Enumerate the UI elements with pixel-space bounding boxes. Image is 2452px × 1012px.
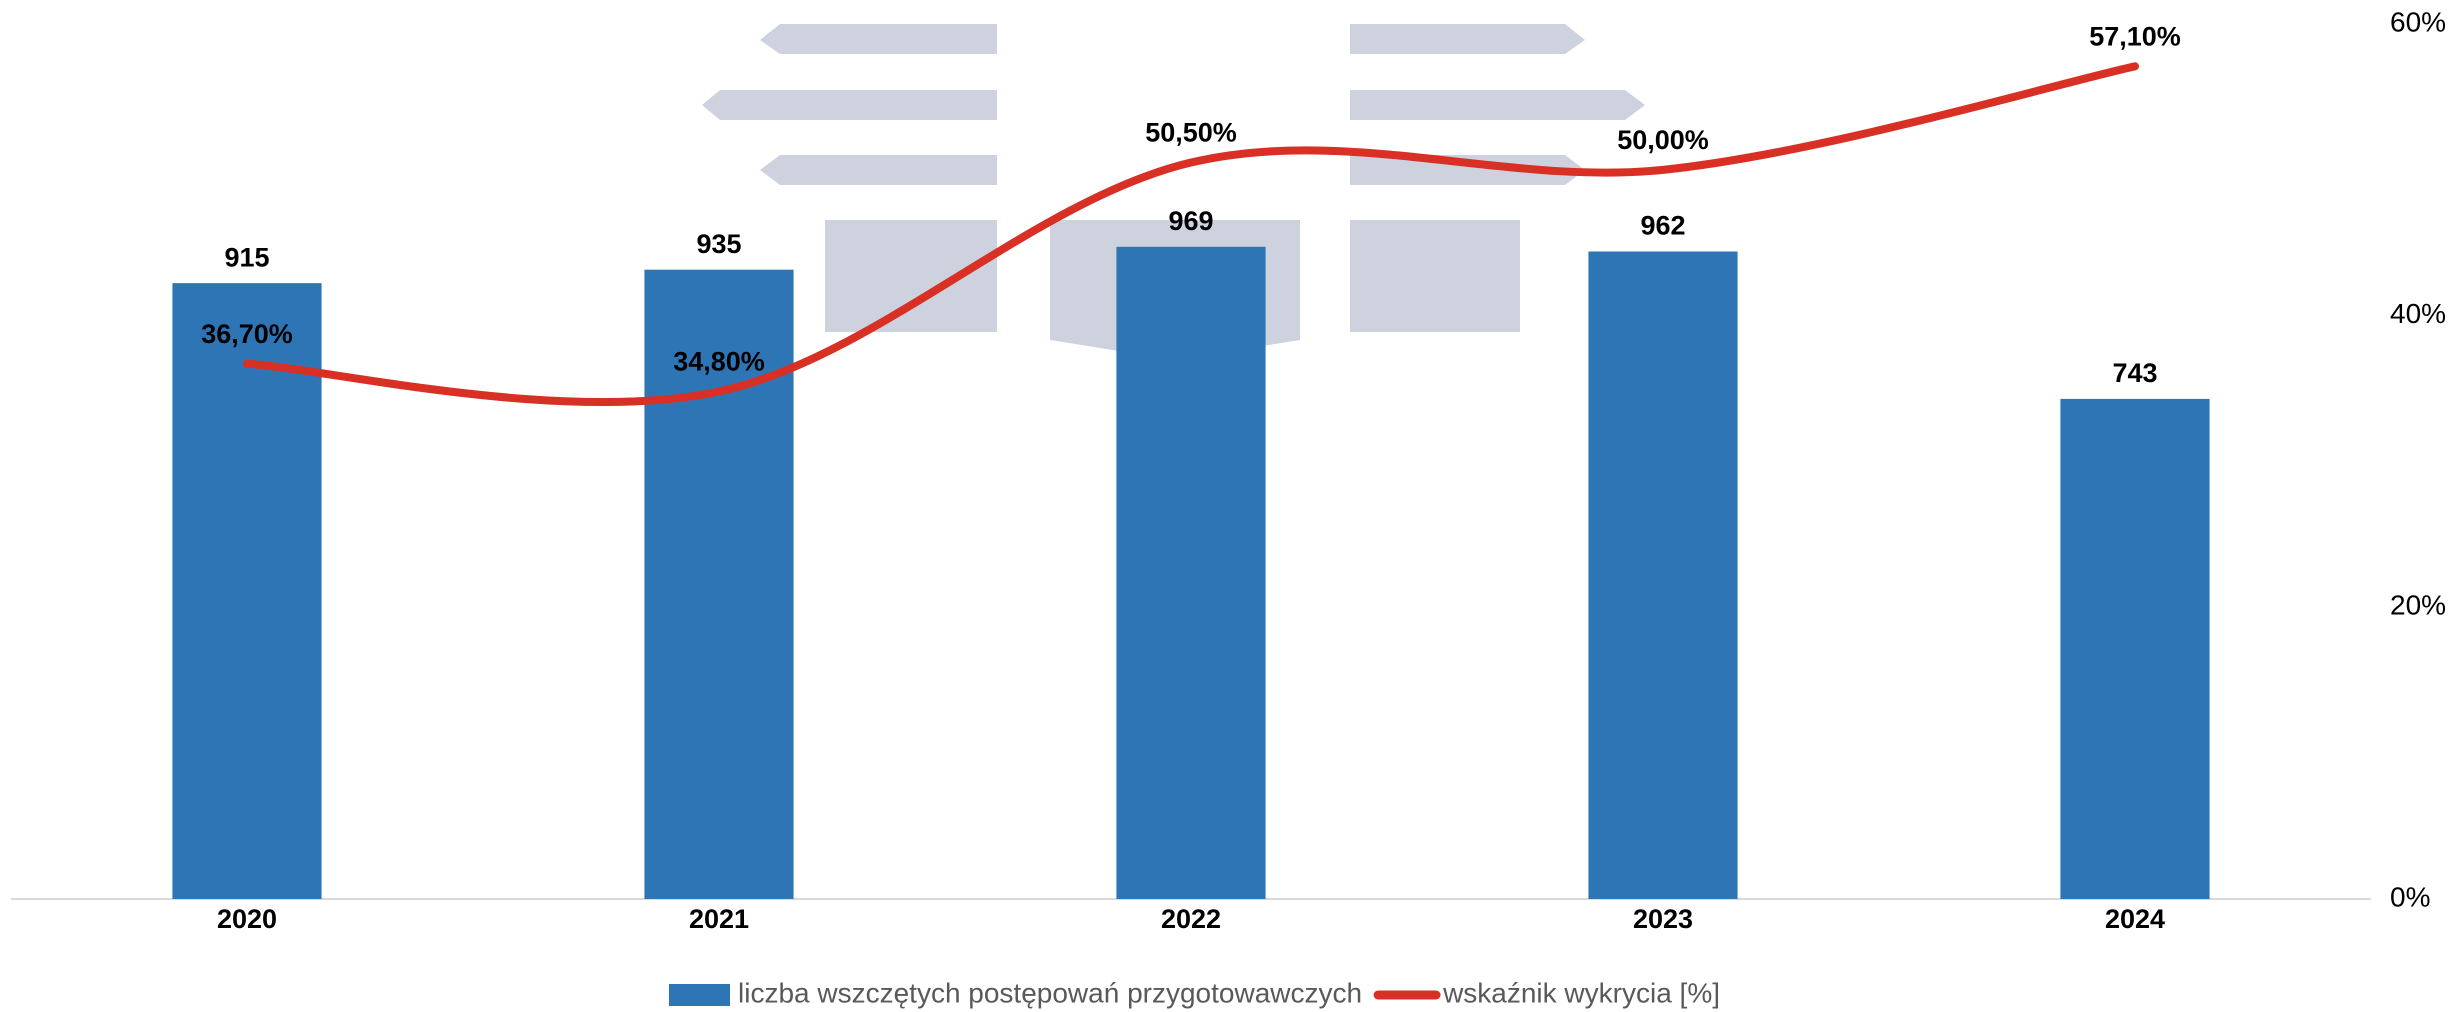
bar [2060,398,2210,899]
bar [172,283,322,899]
line-label: 34,80% [673,347,765,377]
bar-label: 915 [224,242,269,272]
bar [1116,246,1266,900]
line-label: 50,00% [1617,125,1709,155]
bar-label: 962 [1640,211,1685,241]
y2-tick-label: 0% [2390,881,2430,912]
x-tick-label: 2022 [1161,904,1221,934]
line-label: 50,50% [1145,118,1237,148]
y2-tick-label: 20% [2390,590,2446,621]
x-tick-label: 2020 [217,904,277,934]
bar-label: 935 [696,229,741,259]
line-label: 57,10% [2089,21,2181,51]
x-tick-label: 2023 [1633,904,1693,934]
y2-tick-label: 40% [2390,298,2446,329]
legend-swatch [669,984,730,1006]
legend-label: wskaźnik wykrycia [%] [1442,977,1720,1008]
legend-label: liczba wszczętych postępowań przygotowaw… [738,977,1362,1008]
bar [1588,251,1738,899]
bar-label: 743 [2112,358,2157,388]
line [243,62,2139,407]
bar-label: 969 [1168,206,1213,236]
y2-tick-label: 60% [2390,6,2446,37]
x-tick-label: 2021 [689,904,749,934]
line-label: 36,70% [201,319,293,349]
x-tick-label: 2024 [2105,904,2165,934]
